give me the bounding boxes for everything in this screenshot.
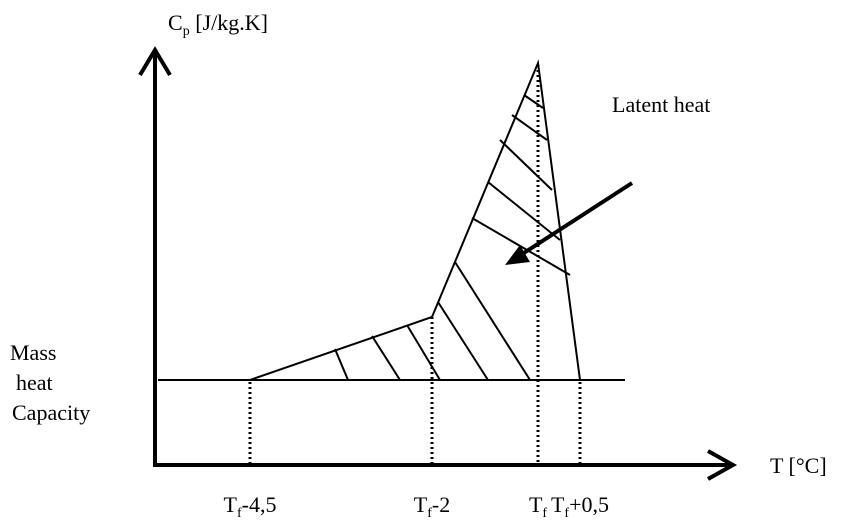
suffix: +0,5 bbox=[569, 492, 609, 517]
x-tick-label: Tf bbox=[529, 492, 547, 521]
x-axis-label: T [°C] bbox=[770, 453, 827, 478]
suffix: -4,5 bbox=[242, 492, 277, 517]
subscript: f bbox=[427, 506, 432, 521]
hatching bbox=[334, 94, 571, 381]
hatch-line bbox=[406, 324, 441, 381]
baseline-label: heat bbox=[16, 370, 53, 395]
x-tick-label: Tf+0,5 bbox=[551, 492, 609, 521]
annotation-arrowhead bbox=[505, 245, 530, 265]
hatch-line bbox=[371, 335, 401, 381]
hatch-line bbox=[471, 217, 571, 276]
baseline-label: Mass bbox=[10, 340, 56, 365]
symbol: T bbox=[414, 492, 428, 517]
symbol: T bbox=[551, 492, 565, 517]
subscript: f bbox=[542, 506, 547, 521]
symbol: C bbox=[168, 10, 183, 35]
subscript: p bbox=[183, 24, 190, 39]
unit: [J/kg.K] bbox=[190, 10, 268, 35]
hatch-line bbox=[511, 114, 548, 141]
x-arrow bbox=[707, 449, 738, 481]
y-axis-label: Cp [J/kg.K] bbox=[168, 10, 268, 39]
suffix: -2 bbox=[432, 492, 450, 517]
subscript: f bbox=[237, 506, 242, 521]
guides bbox=[248, 65, 582, 463]
y-arrow bbox=[138, 46, 172, 77]
hatch-line bbox=[499, 139, 553, 191]
axes bbox=[138, 46, 738, 481]
subscript: f bbox=[564, 506, 569, 521]
x-tick-label: Tf-2 bbox=[414, 492, 450, 521]
annotation-arrow bbox=[511, 181, 634, 262]
symbol: T bbox=[529, 492, 543, 517]
hatch-line bbox=[437, 301, 489, 381]
hatch-line bbox=[334, 348, 349, 381]
baseline-label: Capacity bbox=[12, 400, 90, 425]
annotation: Latent heat bbox=[612, 92, 710, 117]
hatch-line bbox=[454, 261, 531, 381]
cp-curve bbox=[249, 59, 581, 381]
x-tick-label: Tf-4,5 bbox=[224, 492, 277, 521]
hatch-line bbox=[523, 94, 544, 109]
hatch-line bbox=[487, 181, 561, 241]
symbol: T bbox=[224, 492, 238, 517]
x-ticks: Tf-4,5 Tf-2 Tf Tf+0,5 bbox=[224, 492, 610, 521]
